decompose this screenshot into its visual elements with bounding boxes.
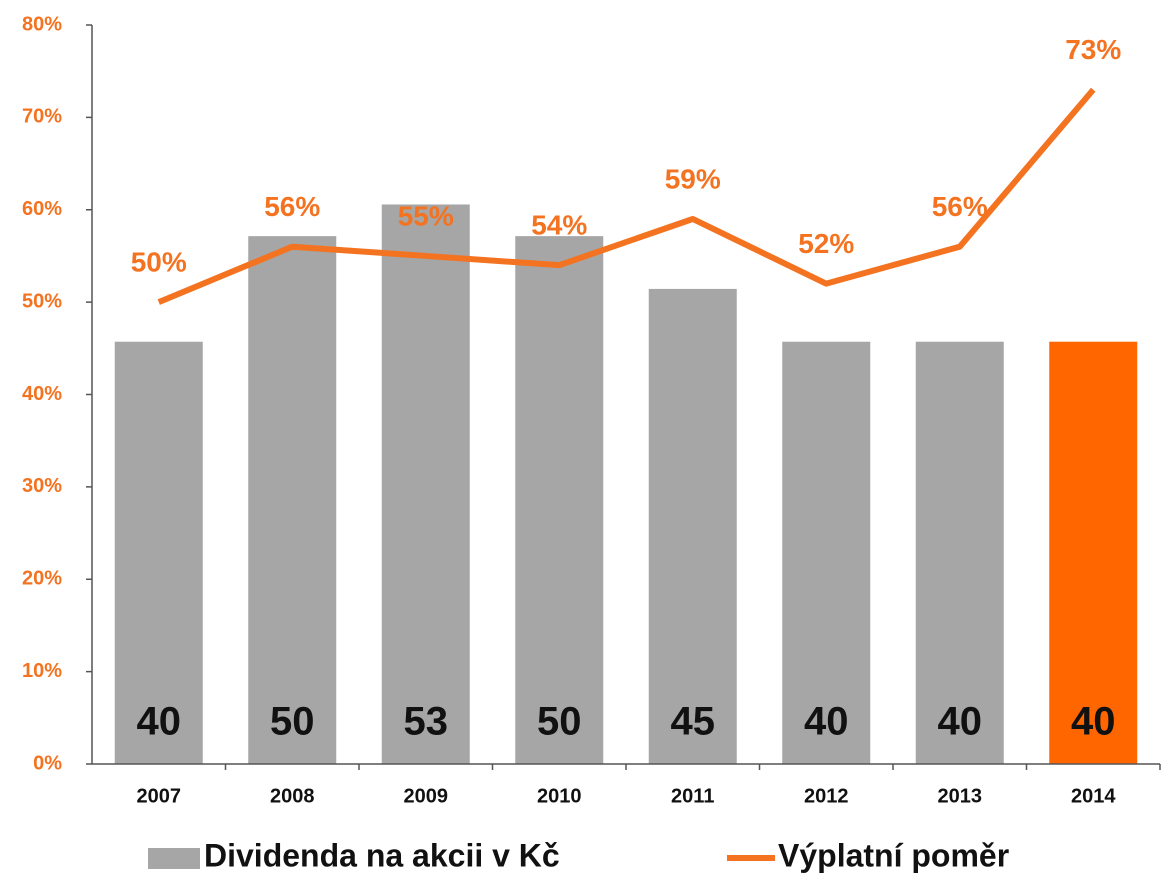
bar <box>1049 341 1138 764</box>
bar <box>648 288 737 764</box>
y-tick-label: 80% <box>22 13 62 35</box>
x-tick-label: 2014 <box>1071 785 1116 807</box>
bar-value-label: 50 <box>537 700 582 744</box>
bar-value-label: 40 <box>804 700 849 744</box>
y-tick-label: 10% <box>22 660 62 682</box>
x-tick-label: 2008 <box>270 785 315 807</box>
legend-label: Výplatní poměr <box>778 837 1009 873</box>
bar <box>381 204 470 764</box>
y-tick-label: 40% <box>22 383 62 405</box>
line-value-label: 50% <box>131 247 187 278</box>
bar <box>515 236 604 765</box>
legend-swatch <box>148 848 200 869</box>
legend-label: Dividenda na akcii v Kč <box>204 837 560 873</box>
line-value-label: 52% <box>798 228 854 259</box>
bar-value-label: 45 <box>671 700 716 744</box>
x-tick-label: 2012 <box>804 785 849 807</box>
bar-value-label: 50 <box>270 700 315 744</box>
line-value-label: 55% <box>398 200 454 231</box>
bar-value-label: 53 <box>404 700 449 744</box>
line-value-label: 56% <box>264 191 320 222</box>
x-tick-label: 2013 <box>938 785 983 807</box>
y-tick-label: 0% <box>33 752 62 774</box>
bar <box>114 341 203 764</box>
y-tick-label: 50% <box>22 290 62 312</box>
y-tick-label: 30% <box>22 475 62 497</box>
x-tick-label: 2007 <box>137 785 182 807</box>
y-tick-label: 20% <box>22 568 62 590</box>
line-value-label: 59% <box>665 163 721 194</box>
line-value-label: 73% <box>1065 34 1121 65</box>
x-tick-label: 2009 <box>404 785 449 807</box>
bar-value-label: 40 <box>137 700 182 744</box>
y-tick-label: 60% <box>22 198 62 220</box>
bar-value-label: 40 <box>938 700 983 744</box>
bar <box>248 236 337 765</box>
x-tick-label: 2011 <box>671 785 714 807</box>
line-value-label: 56% <box>932 191 988 222</box>
line-value-label: 54% <box>531 210 587 241</box>
y-tick-label: 70% <box>22 106 62 128</box>
bar <box>782 341 871 764</box>
bar-value-label: 40 <box>1071 700 1116 744</box>
x-tick-label: 2010 <box>537 785 582 807</box>
line <box>157 87 1096 305</box>
bar <box>915 341 1004 764</box>
